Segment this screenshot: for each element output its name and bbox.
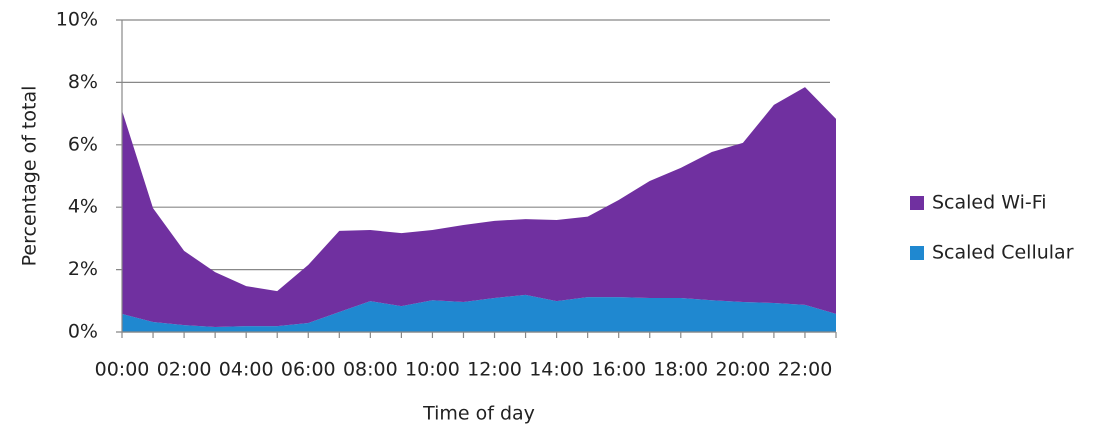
y-tick-label: 0% bbox=[68, 321, 98, 343]
x-tick-label: 00:00 bbox=[95, 359, 150, 381]
legend-label: Scaled Wi-Fi bbox=[932, 192, 1047, 214]
y-tick-label: 10% bbox=[56, 9, 98, 31]
x-tick-label: 10:00 bbox=[405, 359, 460, 381]
x-tick-label: 06:00 bbox=[281, 359, 336, 381]
x-tick-label: 22:00 bbox=[778, 359, 833, 381]
y-tick-label: 4% bbox=[68, 196, 98, 218]
y-tick-label: 6% bbox=[68, 133, 98, 155]
y-axis-label: Percentage of total bbox=[19, 86, 41, 267]
legend-swatch bbox=[910, 196, 924, 210]
x-tick-label: 08:00 bbox=[343, 359, 398, 381]
x-tick-label: 12:00 bbox=[467, 359, 522, 381]
x-tick-label: 16:00 bbox=[591, 359, 646, 381]
y-tick-label: 2% bbox=[68, 258, 98, 280]
x-tick-label: 04:00 bbox=[219, 359, 274, 381]
legend-swatch bbox=[910, 246, 924, 260]
y-tick-label: 8% bbox=[68, 71, 98, 93]
x-tick-label: 18:00 bbox=[653, 359, 708, 381]
x-tick-label: 02:00 bbox=[157, 359, 212, 381]
x-axis-label: Time of day bbox=[422, 403, 535, 425]
legend-label: Scaled Cellular bbox=[932, 242, 1074, 264]
area bbox=[122, 294, 836, 332]
x-tick-label: 20:00 bbox=[715, 359, 770, 381]
area bbox=[122, 87, 836, 327]
x-tick-label: 14:00 bbox=[529, 359, 584, 381]
